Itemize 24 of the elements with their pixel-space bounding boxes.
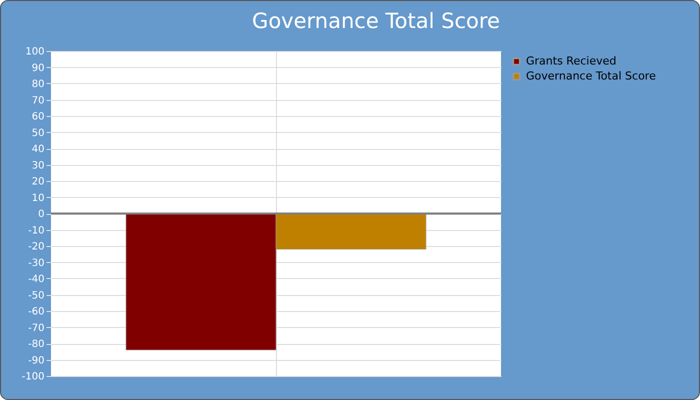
y-tick-label: -30 — [28, 258, 44, 269]
y-tick-label: 20 — [32, 176, 44, 188]
y-tick-label: -20 — [28, 242, 44, 252]
legend-label: Grants Recieved — [526, 54, 616, 68]
y-tick-label: 40 — [32, 144, 44, 155]
y-tick-label: -80 — [28, 339, 44, 350]
y-tick-label: -60 — [28, 306, 44, 318]
y-tick-label: 100 — [25, 46, 44, 58]
y-tick-label: 30 — [32, 160, 44, 172]
chart-title: Governance Total Score — [252, 9, 500, 33]
y-tick-label: 0 — [38, 209, 44, 220]
y-tick-label: 50 — [32, 128, 44, 139]
y-tick-label: -50 — [28, 290, 44, 302]
legend-label: Governance Total Score — [526, 70, 656, 82]
y-tick-label: -90 — [28, 355, 44, 366]
y-tick-label: 70 — [32, 95, 44, 106]
y-tick-label: -40 — [28, 274, 44, 285]
y-tick-label: 60 — [32, 112, 44, 122]
y-tick-label: 80 — [32, 79, 44, 90]
y-tick-label: 90 — [32, 62, 44, 74]
y-tick-label: -100 — [22, 372, 44, 382]
y-tick-label: 10 — [32, 192, 44, 204]
y-tick-label: -70 — [28, 322, 44, 334]
y-tick-label: -10 — [28, 225, 44, 236]
